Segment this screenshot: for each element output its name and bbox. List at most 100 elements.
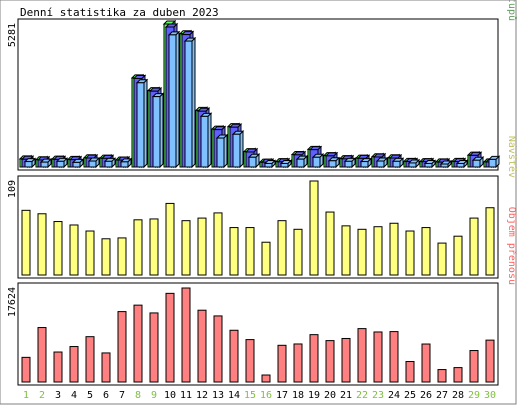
- bar-kbytes-19: [309, 334, 319, 383]
- bar-visits-2: [37, 213, 47, 276]
- x-tick-label-7: 7: [119, 390, 125, 401]
- bar-visits-11: [181, 220, 191, 276]
- bar-kbytes-9: [149, 312, 159, 383]
- bar-kbytes-26: [421, 343, 431, 383]
- bar-traffic-Stránek-3: [55, 157, 69, 169]
- x-tick-label-9: 9: [151, 390, 157, 401]
- bar-kbytes-3: [53, 351, 63, 383]
- bar-traffic-Stránek-12: [199, 112, 213, 169]
- bar-traffic-Stránek-6: [103, 157, 117, 169]
- legend-item: Přístupů: [506, 0, 517, 21]
- x-tick-label-24: 24: [388, 390, 400, 401]
- panel-frame: [17, 18, 499, 171]
- chart-title: Denní statistika za duben 2023: [20, 6, 219, 19]
- bar-traffic-Stránek-10: [167, 30, 181, 169]
- bar-kbytes-4: [69, 346, 79, 383]
- bar-visits-29: [469, 217, 479, 276]
- bar-visits-1: [21, 209, 31, 276]
- bar-traffic-Stránek-7: [119, 157, 133, 169]
- bar-traffic-Stránek-26: [423, 159, 437, 169]
- bar-traffic-Stránek-28: [455, 159, 469, 169]
- bar-visits-27: [437, 242, 447, 276]
- x-tick-label-29: 29: [468, 390, 480, 401]
- x-tick-label-13: 13: [212, 390, 224, 401]
- bar-kbytes-20: [325, 340, 335, 383]
- bar-visits-10: [165, 202, 175, 276]
- bar-kbytes-13: [213, 315, 223, 383]
- x-axis-day-labels: 1 2 3 4 5 6 7 8 9 10 11 12 13 14 15 16 17 18 19 20 21 22 23 24 2…: [23, 390, 496, 401]
- x-tick-label-17: 17: [276, 390, 288, 401]
- y-max-label: 17624: [7, 287, 18, 317]
- bar-kbytes-2: [37, 327, 47, 383]
- bar-visits-6: [101, 238, 111, 276]
- x-tick-label-4: 4: [71, 390, 77, 401]
- bar-kbytes-27: [437, 369, 447, 383]
- bar-traffic-Stránek-4: [71, 158, 85, 169]
- bar-traffic-Stránek-23: [375, 156, 389, 169]
- x-tick-label-11: 11: [180, 390, 192, 401]
- bar-kbytes-1: [21, 356, 31, 383]
- bar-traffic-Stránek-21: [343, 157, 357, 169]
- bar-visits-30: [485, 207, 495, 276]
- bar-kbytes-22: [357, 328, 367, 383]
- y-max-label: 5281: [7, 23, 18, 47]
- bar-kbytes-23: [373, 331, 383, 383]
- bar-traffic-Stránek-15: [247, 153, 261, 169]
- bar-visits-8: [133, 219, 143, 276]
- bar-kbytes-28: [453, 367, 463, 383]
- bar-traffic-Stránek-2: [39, 157, 53, 169]
- panel-kbytes: 17624 Objem přenosu: [7, 207, 517, 386]
- bar-visits-7: [117, 237, 127, 276]
- bar-visits-20: [325, 211, 335, 276]
- bar-kbytes-30: [485, 339, 495, 383]
- x-tick-label-27: 27: [436, 390, 448, 401]
- x-tick-label-3: 3: [55, 390, 61, 401]
- bar-kbytes-8: [133, 304, 143, 383]
- bar-visits-18: [293, 228, 303, 276]
- bar-visits-13: [213, 212, 223, 276]
- x-tick-label-23: 23: [372, 390, 384, 401]
- panel-visits: 109 Návštěv: [7, 136, 517, 279]
- panel-frame: [17, 282, 499, 386]
- bar-visits-12: [197, 217, 207, 276]
- x-tick-label-21: 21: [340, 390, 352, 401]
- x-tick-label-1: 1: [23, 390, 29, 401]
- x-tick-label-22: 22: [356, 390, 368, 401]
- bar-visits-3: [53, 221, 63, 276]
- x-tick-label-8: 8: [135, 390, 141, 401]
- legend: Objem přenosu: [506, 207, 517, 285]
- bar-visits-19: [309, 180, 319, 276]
- bar-traffic-Stránek-17: [279, 159, 293, 169]
- legend: Návštěv: [506, 136, 517, 178]
- bar-traffic-Stránek-19: [311, 153, 325, 169]
- bar-kbytes-11: [181, 287, 191, 383]
- x-tick-label-28: 28: [452, 390, 464, 401]
- panel-frame: [17, 175, 499, 279]
- bar-visits-17: [277, 220, 287, 276]
- y-max-label: 109: [7, 180, 18, 198]
- bar-traffic-Stránek-14: [231, 130, 245, 169]
- bar-visits-28: [453, 235, 463, 276]
- bar-kbytes-14: [229, 329, 239, 383]
- bar-traffic-Stránek-16: [263, 159, 277, 169]
- bar-traffic-Stránek-20: [327, 156, 341, 169]
- x-tick-label-5: 5: [87, 390, 93, 401]
- x-tick-label-26: 26: [420, 390, 432, 401]
- bar-kbytes-16: [261, 374, 271, 383]
- x-tick-label-10: 10: [164, 390, 176, 401]
- x-tick-label-16: 16: [260, 390, 272, 401]
- bar-kbytes-17: [277, 344, 287, 383]
- bar-visits-5: [85, 230, 95, 276]
- bar-visits-22: [357, 228, 367, 276]
- x-tick-label-6: 6: [103, 390, 109, 401]
- panel-traffic: 5281 Stránek/Souborů/Přístupů: [7, 0, 517, 171]
- x-tick-label-25: 25: [404, 390, 416, 401]
- x-tick-label-18: 18: [292, 390, 304, 401]
- bar-kbytes-6: [101, 352, 111, 383]
- bar-traffic-Stránek-8: [135, 78, 149, 169]
- x-tick-label-14: 14: [228, 390, 240, 401]
- x-tick-label-12: 12: [196, 390, 208, 401]
- bar-visits-9: [149, 218, 159, 276]
- bar-traffic-Stránek-5: [87, 156, 101, 169]
- bar-kbytes-18: [293, 343, 303, 383]
